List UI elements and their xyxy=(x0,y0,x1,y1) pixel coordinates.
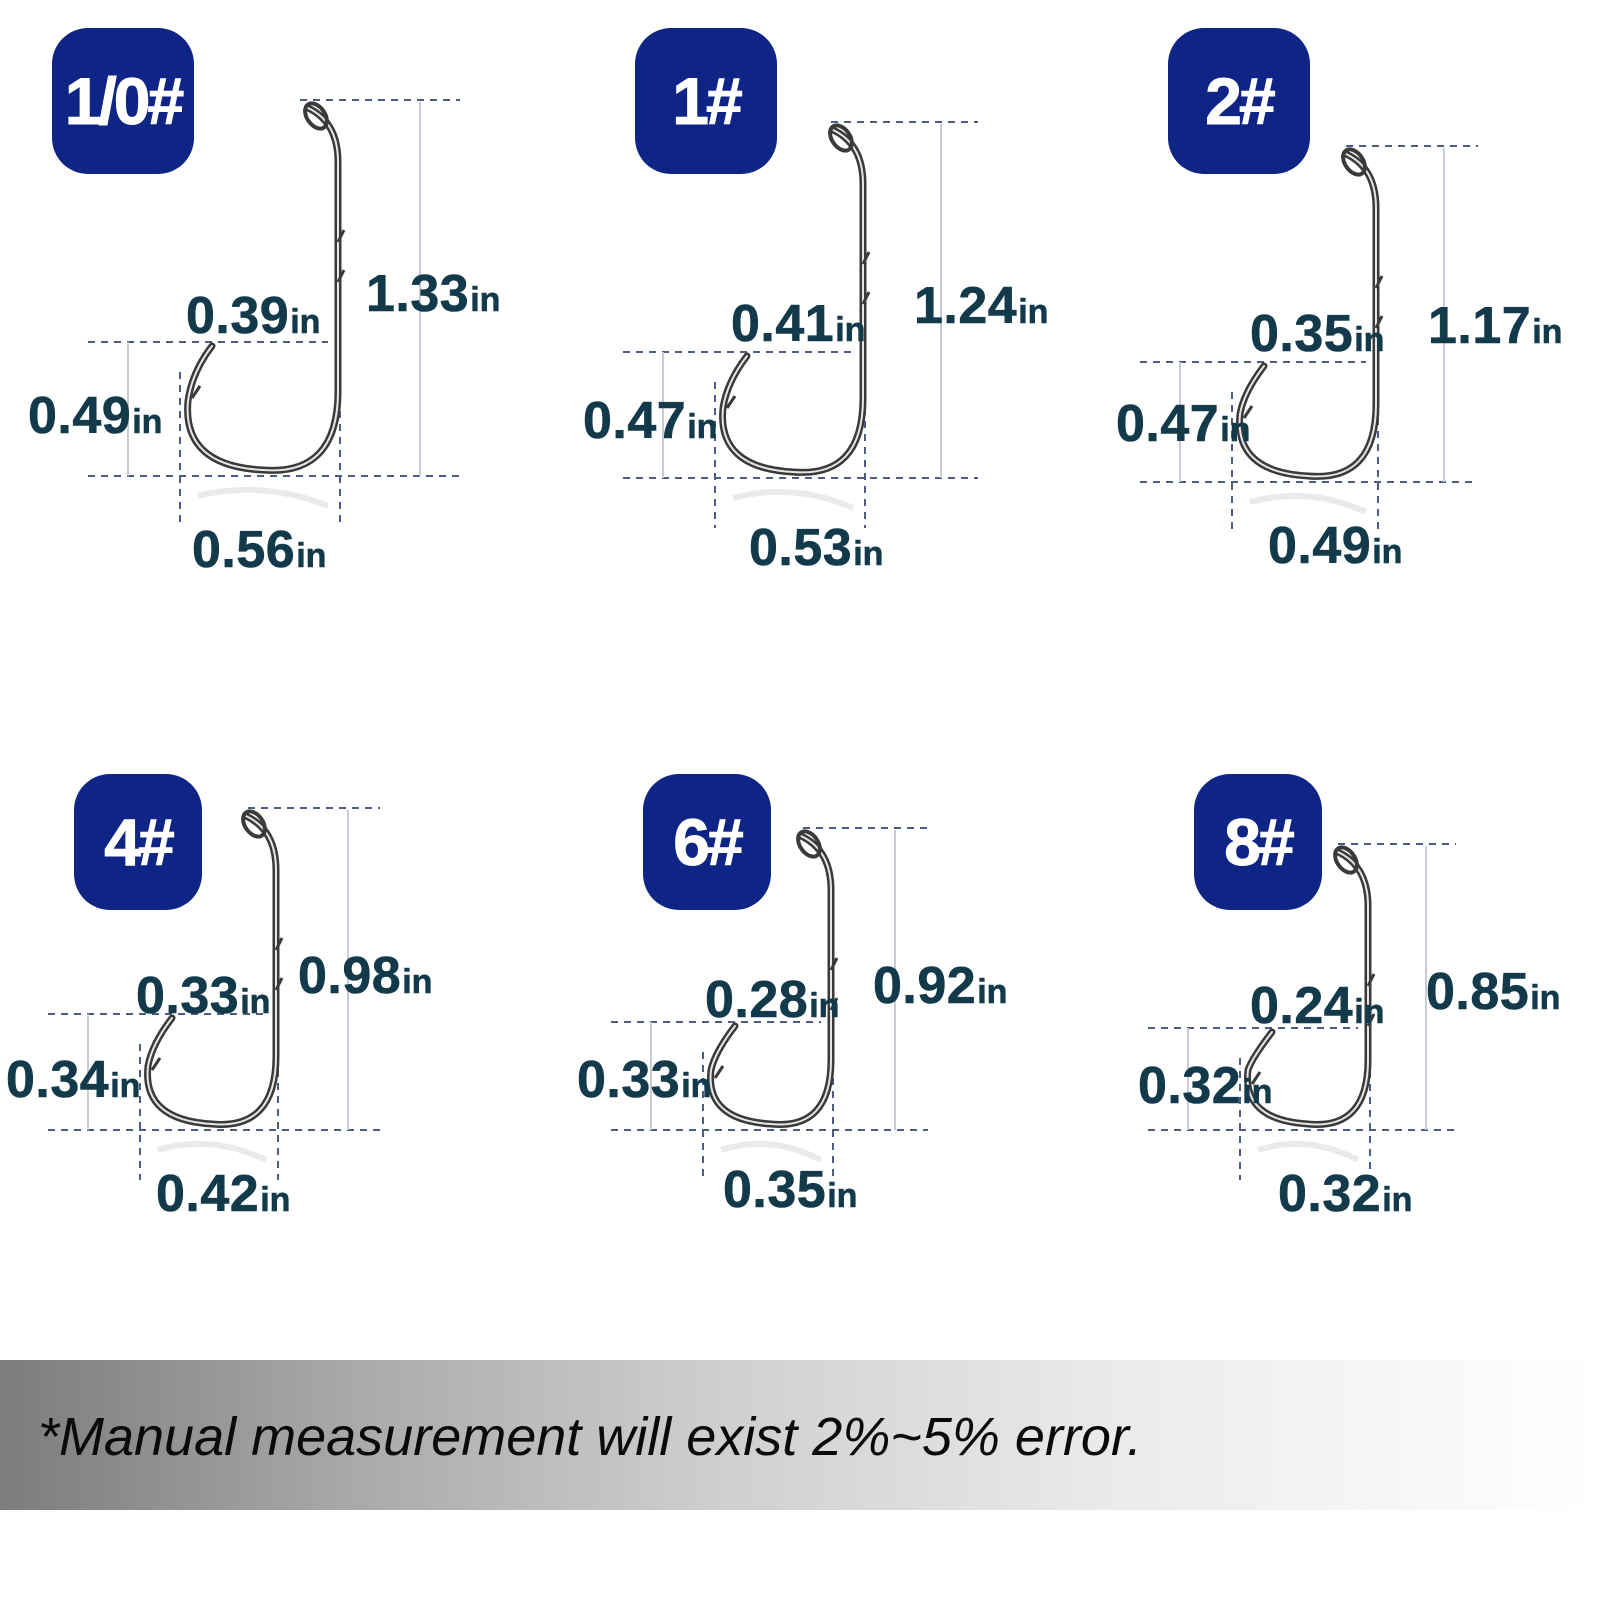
size-badge: 2# xyxy=(1168,28,1310,174)
gap-height-label: 0.34in xyxy=(6,1051,141,1109)
hook-length-label: 0.85in xyxy=(1426,963,1561,1021)
point-barb xyxy=(713,1065,725,1079)
hook-card-2: 2# 0.35in 0.47in 0.49in 1.17in xyxy=(1066,0,1599,720)
size-badge: 1/0# xyxy=(52,28,194,174)
shank-barb xyxy=(336,269,346,283)
point-barb xyxy=(190,385,202,399)
gap-height-label: 0.32in xyxy=(1138,1057,1273,1115)
hook-length-label: 0.98in xyxy=(298,947,433,1005)
size-badge: 1# xyxy=(635,28,777,174)
bend-width-label: 0.53in xyxy=(749,519,884,577)
measurement-error-note: *Manual measurement will exist 2%~5% err… xyxy=(38,1407,1142,1467)
hook-reflection xyxy=(720,1140,823,1163)
shank-barb xyxy=(861,251,871,265)
hook-reflection xyxy=(732,488,855,511)
hook-highlight xyxy=(1246,851,1369,1126)
gap-height-label: 0.47in xyxy=(1116,395,1251,453)
shank-barb xyxy=(274,977,284,991)
shank-width-label: 0.39in xyxy=(186,287,321,345)
gap-height-label: 0.47in xyxy=(583,392,718,450)
hook-eye xyxy=(796,829,822,859)
hook-illustration xyxy=(88,99,460,526)
point-barb xyxy=(150,1057,162,1071)
shank-width-label: 0.35in xyxy=(1250,305,1385,363)
shank-barb xyxy=(1366,973,1376,987)
hook-highlight xyxy=(146,815,277,1126)
bend-width-label: 0.49in xyxy=(1268,517,1403,575)
hook-highlight xyxy=(1238,153,1377,478)
hook-highlight xyxy=(709,835,832,1126)
shank-barb xyxy=(1366,1013,1376,1027)
shank-width-label: 0.41in xyxy=(731,295,866,353)
hook-eye xyxy=(828,123,854,153)
disclaimer-band: *Manual measurement will exist 2%~5% err… xyxy=(0,1360,1600,1510)
hook-length-label: 1.33in xyxy=(366,265,501,323)
bend-width-label: 0.56in xyxy=(192,521,327,579)
shank-barb xyxy=(1374,275,1384,289)
point-barb xyxy=(1250,1071,1262,1085)
bend-width-label: 0.32in xyxy=(1278,1165,1413,1223)
hook-length-label: 1.24in xyxy=(914,277,1049,335)
shank-barb xyxy=(861,291,871,305)
hook-length-label: 1.17in xyxy=(1428,297,1563,355)
shank-barb xyxy=(829,997,839,1011)
hook-illustration xyxy=(1148,843,1456,1180)
hook-eye xyxy=(241,809,267,839)
hook-eye xyxy=(1333,845,1359,875)
shank-barb xyxy=(336,229,346,243)
bend-width-label: 0.35in xyxy=(723,1161,858,1219)
shank-width-label: 0.33in xyxy=(136,967,271,1025)
shank-barb xyxy=(829,957,839,971)
size-badge: 4# xyxy=(74,774,202,910)
hook-card-1-0: 1/0# 0.39in 0.49in 0.56in 1.33in xyxy=(0,0,533,720)
hook-length-label: 0.92in xyxy=(873,957,1008,1015)
shank-width-label: 0.24in xyxy=(1250,977,1385,1035)
hook-eye xyxy=(1341,147,1367,177)
point-barb xyxy=(725,395,737,409)
hook-reflection xyxy=(1249,492,1368,515)
hook-illustration xyxy=(623,121,978,528)
shank-width-label: 0.28in xyxy=(705,971,840,1029)
gap-height-label: 0.33in xyxy=(577,1051,712,1109)
hook-card-4: 4# 0.33in 0.34in 0.42in 0.98in xyxy=(0,740,533,1460)
size-badge: 8# xyxy=(1194,774,1322,910)
gap-height-label: 0.49in xyxy=(28,387,163,445)
hook-reflection xyxy=(1257,1140,1360,1163)
hook-highlight xyxy=(186,107,339,472)
point-barb xyxy=(1242,405,1254,419)
hook-illustration xyxy=(611,827,928,1180)
size-badge: 6# xyxy=(643,774,771,910)
shank-barb xyxy=(1374,315,1384,329)
hook-card-1: 1# 0.41in 0.47in 0.53in 1.24in xyxy=(533,0,1066,720)
hook-reflection xyxy=(197,486,330,509)
hook-illustration xyxy=(1140,145,1478,532)
hook-reflection xyxy=(157,1140,268,1163)
hook-card-8: 8# 0.24in 0.32in 0.32in 0.85in xyxy=(1066,740,1599,1460)
bend-width-label: 0.42in xyxy=(156,1165,291,1223)
hook-illustration xyxy=(48,807,380,1180)
shank-barb xyxy=(274,937,284,951)
hook-eye xyxy=(303,101,329,131)
hook-highlight xyxy=(721,129,864,474)
hook-card-6: 6# 0.28in 0.33in 0.35in 0.92in xyxy=(533,740,1066,1460)
